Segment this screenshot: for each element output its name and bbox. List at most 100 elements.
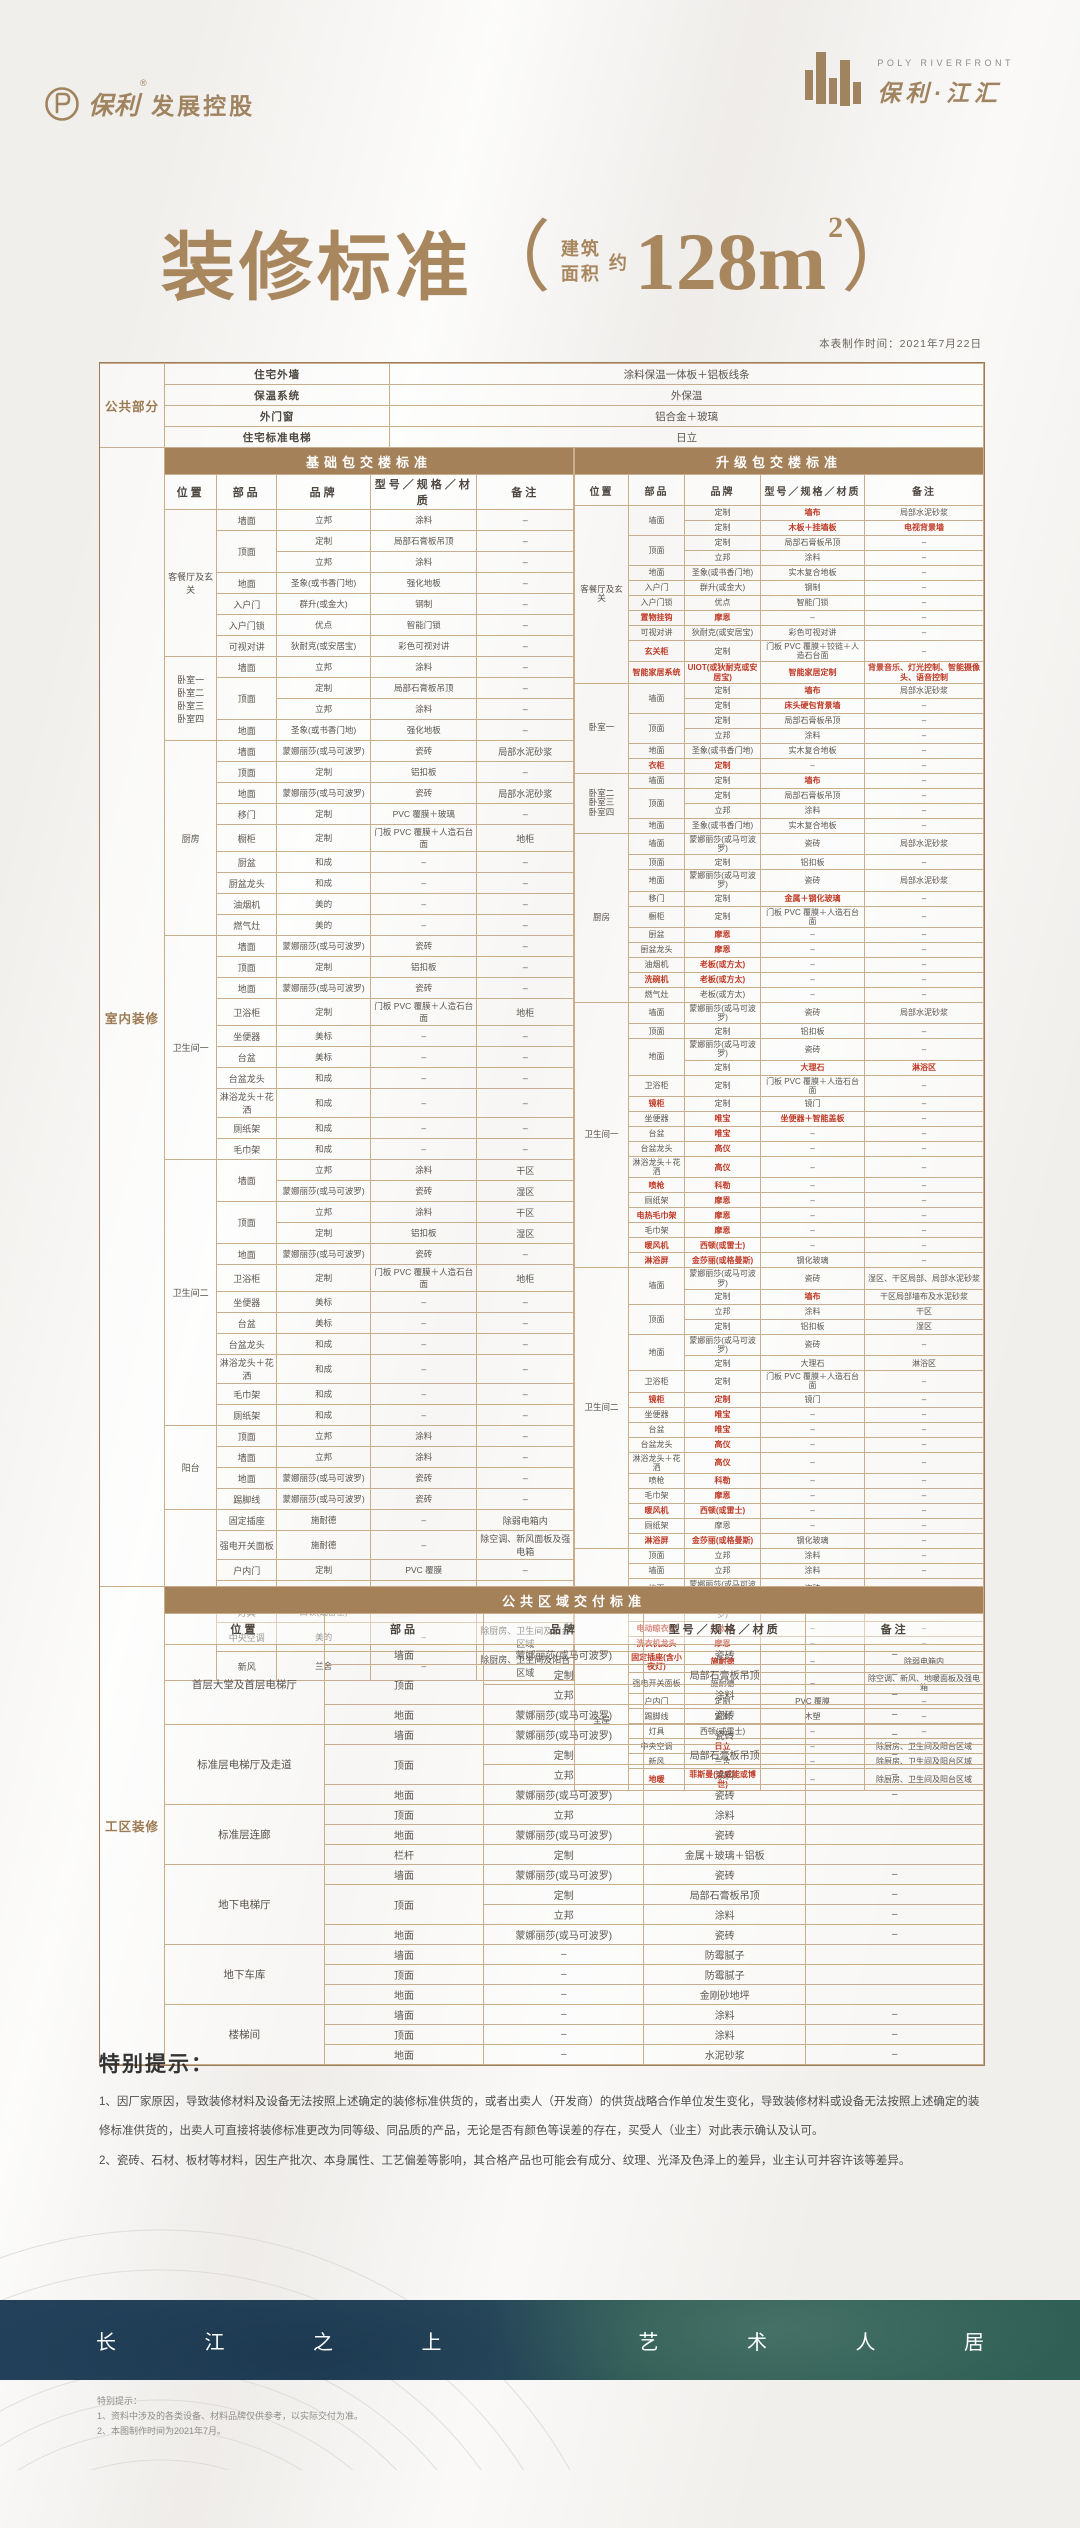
model-cell: – [370,1354,478,1384]
model-cell: – [760,1222,865,1239]
logo-cn: 保利·江汇 [877,80,1002,106]
title-small-1: 建筑 [560,239,601,260]
brand-cell: 圣象(或书香门地) [276,572,372,594]
table-row: 入户门锁 优点 智能门锁 – [575,595,985,611]
column-header: 型号／规格／材质 [370,474,478,510]
remark-cell: 湿区 [476,1180,574,1202]
brand-cell: 唯宝 [684,1421,762,1438]
remark-cell: – [476,851,574,873]
remark-cell: – [476,1354,574,1384]
model-cell: 局部石膏板吊顶 [370,530,478,552]
value-cell: 日立 [389,426,984,448]
part-cell: 台盆龙头 [216,1333,278,1355]
remark-cell: – [863,802,985,819]
model-cell: – [760,1192,865,1209]
brand-cell: 摩恩 [684,1222,762,1239]
part-cell: 地面 [627,742,686,759]
model-cell: 瓷砖 [760,1001,865,1025]
table-row: 地面 圣象(或书香门地) 强化地板 – [165,572,574,594]
brand-cell: 立邦 [483,1684,645,1705]
remark-cell [805,1844,984,1865]
table-row: 台盆 美标 – – [165,1312,574,1334]
remark-cell: – [805,2024,984,2045]
part-cell: 墙面 [323,1724,485,1745]
table-row: 入户门 群升(或金大) 钢制 – [575,580,985,596]
banner-char: 之 [313,2331,333,2354]
table-row: 镜柜 定制 镜门 – [575,1096,985,1112]
remark-cell: – [476,1333,574,1355]
table-row: 台盆 唯宝 – – [575,1126,985,1142]
brand-cell: – [483,1984,645,2005]
table-row: 地面蒙娜丽莎(或马可波罗)瓷砖– [575,1333,985,1372]
table-row: 地面蒙娜丽莎(或马可波罗)瓷砖– [165,1784,984,1805]
part-cell: 顶面 [323,1964,485,1985]
part-cell: 智能家居系统 [627,661,686,684]
part-cell: 地面 [323,1984,485,2005]
table-row: 首层大堂及首层电梯厅 墙面 蒙娜丽莎(或马可波罗) 瓷砖 – [164,1644,984,1725]
remark-cell: – [863,535,985,551]
model-cell: 瓷砖 [760,1267,865,1290]
table-row: 厕纸架 摩恩 – – [575,1517,985,1534]
value-cell: 外保温 [389,384,984,406]
brand-cell: 定制 [276,1559,372,1581]
remark-cell: – [805,1724,984,1745]
brand-cell: 定制 [276,824,372,852]
model-cell: 床头硬包背景墙 [760,697,865,714]
poly-riverfront-logo: POLY RIVERFRONT 保利·江汇 [805,52,1014,114]
part-cell: 镜柜 [627,1096,686,1112]
table-row: 台盆龙头 和成 – – [165,1067,574,1089]
remark-cell: 干区局部墙布及水泥砂浆 [863,1288,985,1305]
part-cell: 墙面 [627,1267,686,1305]
remark-cell: – [476,1312,574,1334]
model-cell: 瓷砖 [760,869,865,892]
part-cell: 地面 [627,1333,686,1372]
table-row: 卫生间二 墙面 立邦 涂料 干区 [163,1159,574,1426]
table-row: 顶面 定制 局部石膏板吊顶 – [165,677,574,720]
table-row: 毛巾架 和成 – – [165,1383,574,1405]
remark-cell: – [863,926,985,943]
table-row: 顶面 定制 铝扣板 – [165,956,574,978]
brand-cell: 狄耐克(或安居宝) [684,625,762,641]
table-row: 入户门锁 优点 智能门锁 – [165,614,574,636]
model-cell: 局部石膏板吊顶 [760,535,865,551]
brand-cell: 和成 [276,1333,372,1355]
model-cell: 大理石 [760,1059,865,1076]
brand-cell: 定制 [684,535,762,551]
registered-mark: ® [140,78,147,88]
remark-cell: 电视背景墙 [863,520,985,536]
location-cell: 卫生间二 [574,1267,629,1549]
column-header: 型号／规格／材质 [643,1613,807,1645]
model-cell: 木板＋挂墙板 [760,520,865,536]
remark-cell: – [476,1243,574,1265]
model-cell: 瓷砖 [370,935,478,957]
part-cell: 地面 [323,1924,485,1945]
part-cell: 地面 [216,782,278,804]
brand-cell: 定制 [276,956,372,978]
table-row: 强电开关面板 施耐德 – 除空调、新风面板及强电箱 [165,1530,574,1560]
brand-cell: 定制 [684,712,762,729]
remark-cell: 干区 [476,1159,574,1181]
part-cell: 顶面 [627,787,686,819]
model-cell: 钢制 [760,580,865,596]
table-row: 油烟机 老板(或方太) – – [575,956,985,973]
model-cell: 瓷砖 [643,1924,807,1945]
model-cell: 瓷砖 [643,1724,807,1745]
model-cell: 钢化玻璃 [760,1252,865,1269]
location-cell: 卫生间一 [574,1001,629,1269]
remark-cell: 淋浴区 [863,1059,985,1076]
attribute-cell: 住宅外墙 [163,363,391,385]
part-cell: 台盆 [216,1312,278,1334]
part-cell: 墙面 [627,1562,686,1579]
model-cell: – [370,1138,478,1160]
brand-cell: 定制 [684,639,762,663]
remark-cell: 局部水泥砂浆 [863,869,985,892]
model-cell: 金属＋钢化玻璃 [760,890,865,907]
column-header: 位置 [164,1613,325,1645]
part-cell: 地面 [323,1704,485,1725]
model-cell: 墙布 [760,505,865,521]
remark-cell: 局部水泥砂浆 [476,740,574,762]
table-row: 暖风机 西顿(或雷士) – – [575,1502,985,1519]
table-row: 可视对讲 狄耐克(或安居宝) 彩色可视对讲 – [165,635,574,657]
table-row: 地面 – 金刚砂地坪 [165,1984,984,2005]
